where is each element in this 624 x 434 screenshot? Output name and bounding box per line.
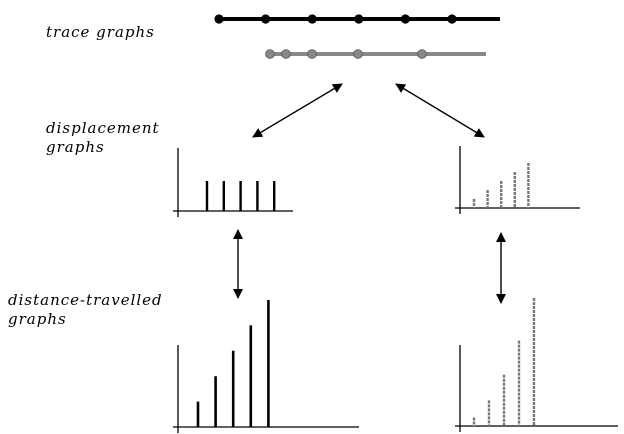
displacement-graph-accelerating <box>455 146 580 214</box>
trace-graphs-label-line-1: trace graphs <box>46 23 155 41</box>
displacement-graphs-label-line-2: graphs <box>46 138 105 156</box>
uniform-trace-dot <box>354 14 364 24</box>
accelerating-trace-dot <box>307 49 317 59</box>
displacement-graphs-label: displacement graphs <box>46 119 160 157</box>
uniform-trace-dot <box>447 14 457 24</box>
uniform-trace-dot <box>307 14 317 24</box>
displacement-graph-uniform <box>173 148 293 217</box>
trace-graphs-label: trace graphs <box>46 23 155 42</box>
displacement-graphs-label-line-1: displacement <box>46 119 160 137</box>
accelerating-trace-dot <box>417 49 427 59</box>
trace-to-right-displacement-arrow <box>395 83 485 138</box>
accelerating-trace-dot <box>353 49 363 59</box>
uniform-trace-dot <box>261 14 271 24</box>
accelerating-trace-dot <box>281 49 291 59</box>
trace-to-left-displacement-arrow <box>252 83 343 138</box>
distance-travelled-graph-accelerating <box>455 298 618 432</box>
uniform-trace-dot <box>214 14 224 24</box>
distance-travelled-graphs-label-line-2: graphs <box>8 310 67 328</box>
distance-travelled-graphs-label-line-1: distance-travelled <box>8 291 163 309</box>
uniform-trace-dot <box>400 14 410 24</box>
accelerating-trace-dot <box>265 49 275 59</box>
distance-travelled-graph-uniform <box>173 300 359 433</box>
distance-travelled-graphs-label: distance-travelled graphs <box>8 291 163 329</box>
